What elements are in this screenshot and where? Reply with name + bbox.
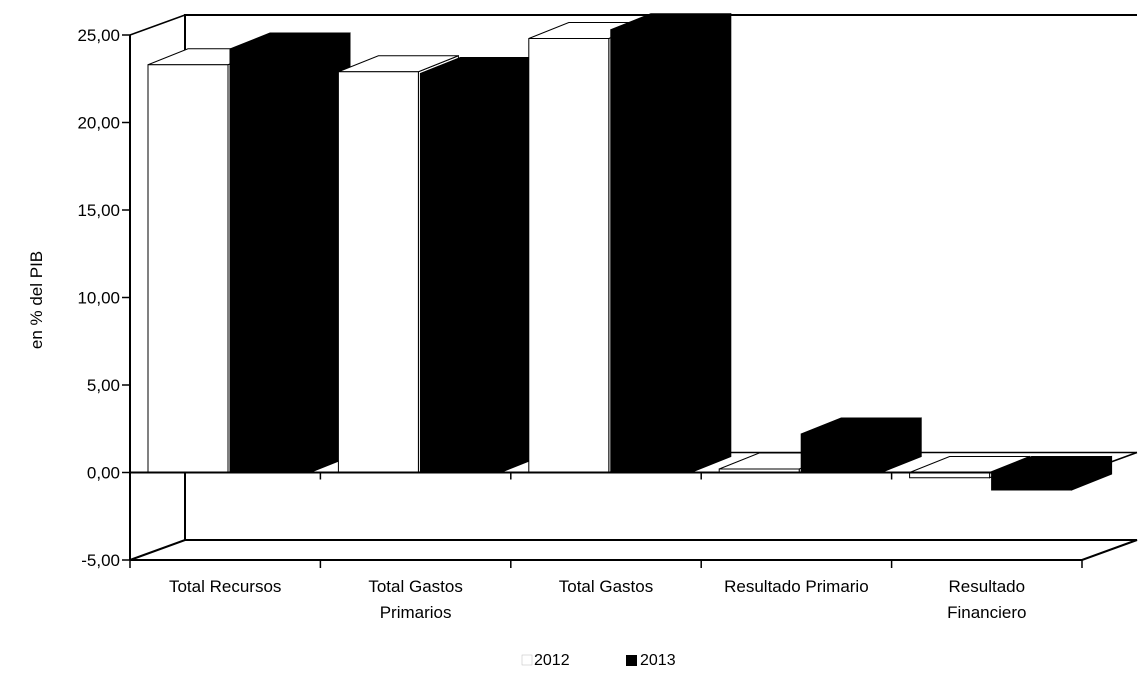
y-axis-title: en % del PIB (27, 251, 46, 349)
x-category-label: Total Gastos (368, 577, 463, 596)
y-tick-label: 20,00 (77, 114, 120, 133)
bar-2012-1-front (337, 71, 419, 473)
legend-swatch-2012 (521, 654, 533, 666)
y-tick-label: -5,00 (81, 551, 120, 570)
bar-2012-2-front (528, 38, 610, 473)
floor-plane (129, 539, 1138, 561)
x-category-label: Primarios (380, 603, 452, 622)
bar-2013-2-side (690, 13, 732, 474)
legend-swatch-2013 (626, 655, 637, 666)
bar-2013-1 (419, 56, 541, 474)
x-category-label: Resultado (949, 577, 1026, 596)
x-category-label: Resultado Primario (724, 577, 869, 596)
x-category-label: Financiero (947, 603, 1026, 622)
bar-2012-0-front (147, 64, 229, 473)
axes-layer: -5,00 0,00 5,00 10,00 15,00 20,00 25,00 Total R… (77, 26, 1083, 622)
left-wall-top-edge (129, 14, 186, 36)
legend-label-2013: 2013 (640, 652, 676, 669)
y-tick-label: 15,00 (77, 201, 120, 220)
bars-layer (147, 13, 1113, 491)
y-tick-label: 10,00 (77, 289, 120, 308)
y-tick-label: 25,00 (77, 26, 120, 45)
bar-2013-2 (610, 13, 732, 474)
bar-2013-0-front (229, 48, 311, 473)
bar-2013-1-front (419, 73, 501, 473)
x-category-label: Total Recursos (169, 577, 281, 596)
bar-2013-3-front (800, 433, 882, 473)
legend: 2012 2013 (521, 652, 676, 669)
bar-2013-0 (229, 32, 351, 474)
y-tick-label: 0,00 (87, 464, 120, 483)
bar-2013-3 (800, 417, 922, 474)
bar-2013-2-front (610, 29, 692, 473)
bar-2013-4-front (991, 472, 1073, 491)
bar-2013-4 (991, 455, 1113, 491)
legend-label-2012: 2012 (534, 652, 570, 669)
y-tick-label: 5,00 (87, 376, 120, 395)
x-category-label: Total Gastos (559, 577, 654, 596)
